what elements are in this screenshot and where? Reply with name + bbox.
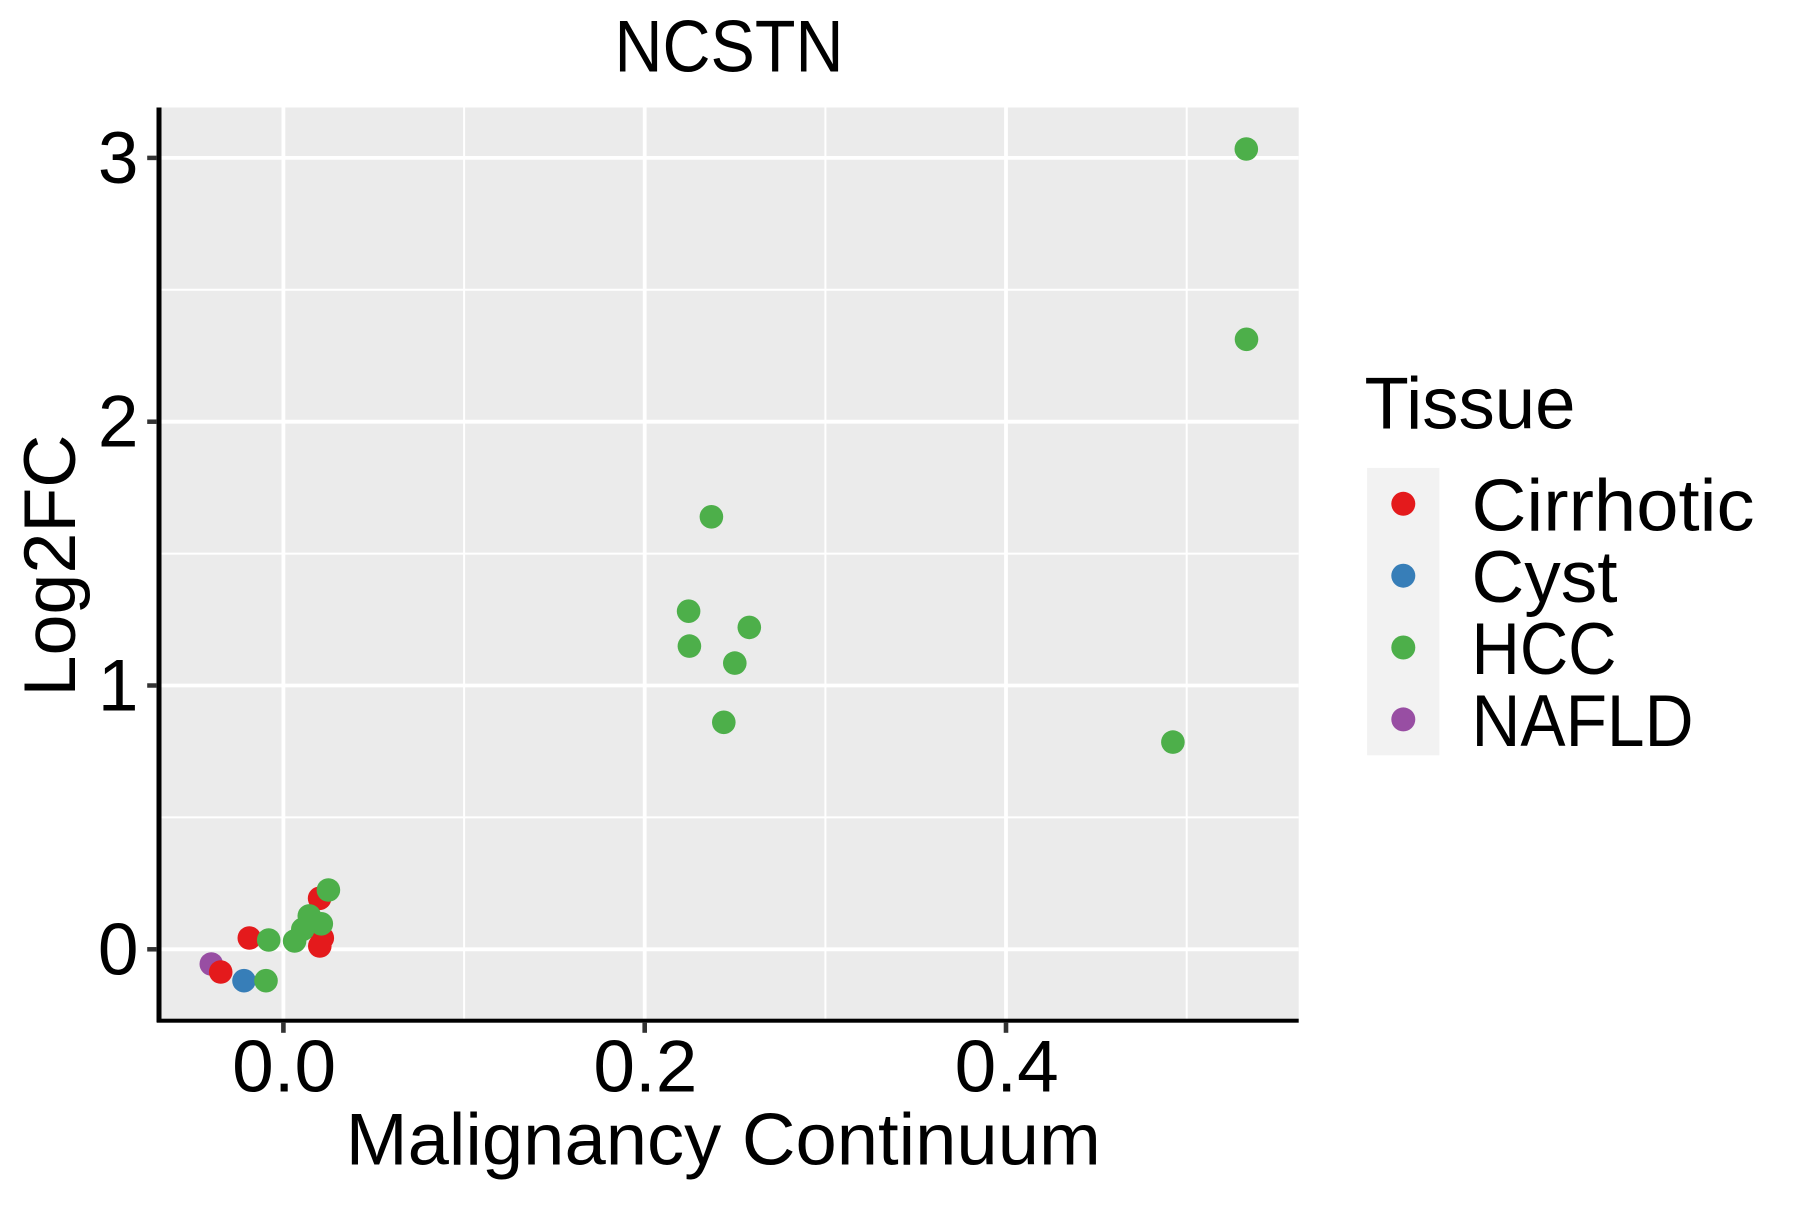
svg-text:Log2FC: Log2FC	[10, 435, 91, 697]
svg-text:Malignancy Continuum: Malignancy Continuum	[346, 1100, 1101, 1181]
svg-text:1: 1	[98, 646, 139, 727]
svg-text:0.2: 0.2	[593, 1027, 697, 1108]
svg-text:HCC: HCC	[1472, 609, 1617, 690]
svg-text:Cirrhotic: Cirrhotic	[1472, 465, 1755, 546]
svg-text:2: 2	[98, 382, 139, 463]
svg-text:0: 0	[98, 909, 139, 990]
svg-text:3: 3	[98, 118, 139, 199]
svg-text:NCSTN: NCSTN	[615, 7, 844, 88]
svg-text:Tissue: Tissue	[1365, 364, 1576, 445]
svg-text:0.4: 0.4	[955, 1027, 1059, 1108]
svg-text:Cyst: Cyst	[1472, 537, 1618, 618]
svg-text:NAFLD: NAFLD	[1472, 681, 1694, 762]
svg-text:0.0: 0.0	[232, 1027, 336, 1108]
